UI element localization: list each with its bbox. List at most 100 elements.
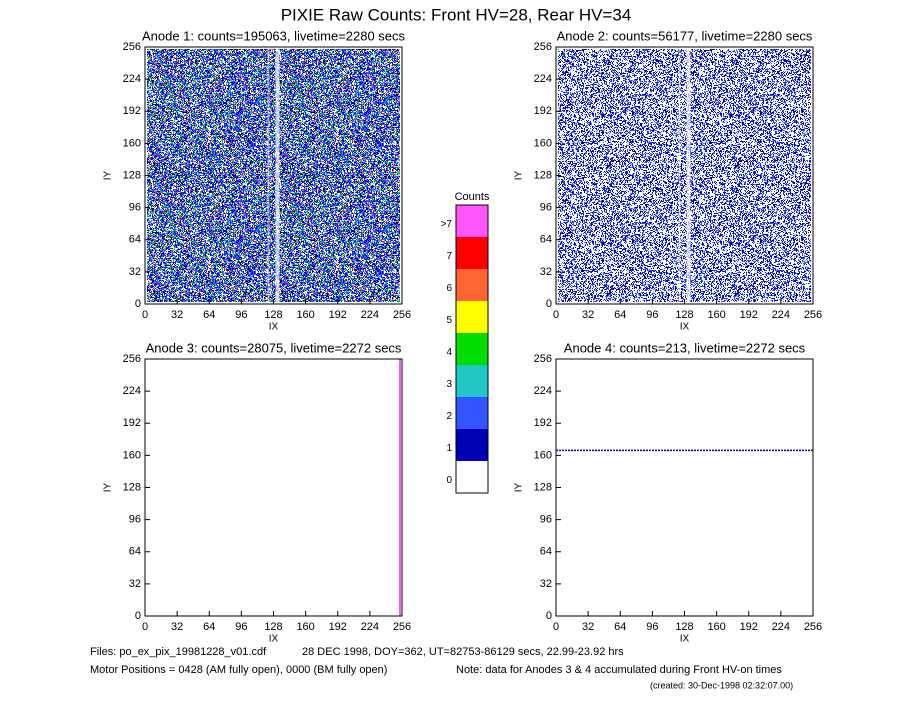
colorbar-label: 1 bbox=[446, 443, 452, 454]
y-tick-label: 128 bbox=[534, 481, 552, 493]
y-tick-label: 0 bbox=[546, 298, 552, 310]
x-tick-label: 0 bbox=[142, 621, 148, 633]
panel-title: Anode 2: counts=56177, livetime=2280 sec… bbox=[557, 28, 813, 43]
x-tick-label: 192 bbox=[329, 309, 347, 321]
y-tick-label: 32 bbox=[129, 266, 141, 278]
x-tick-label: 96 bbox=[235, 309, 247, 321]
y-axis-label: IY bbox=[103, 170, 114, 180]
x-tick-label: 256 bbox=[393, 621, 411, 633]
x-axis-label: IX bbox=[269, 634, 279, 645]
colorbar-cell bbox=[456, 429, 488, 461]
x-tick-label: 32 bbox=[582, 621, 594, 633]
y-tick-label: 224 bbox=[123, 73, 141, 85]
colorbar-cell bbox=[456, 301, 488, 333]
y-tick-label: 64 bbox=[129, 546, 141, 558]
x-axis-label: IX bbox=[269, 322, 279, 333]
stripe bbox=[686, 47, 691, 304]
x-tick-label: 64 bbox=[614, 309, 626, 321]
colorbar-cell bbox=[456, 237, 488, 269]
colorbar-label: 0 bbox=[446, 475, 452, 486]
y-tick-label: 160 bbox=[534, 137, 552, 149]
stripe bbox=[275, 47, 280, 304]
x-tick-label: 224 bbox=[361, 621, 379, 633]
x-tick-label: 224 bbox=[361, 309, 379, 321]
y-tick-label: 96 bbox=[540, 514, 552, 526]
colorbar-label: 5 bbox=[446, 315, 452, 326]
heatmap-texture bbox=[558, 49, 811, 302]
x-axis-label: IX bbox=[680, 634, 690, 645]
x-tick-label: 192 bbox=[740, 309, 758, 321]
x-tick-label: 224 bbox=[772, 309, 790, 321]
y-tick-label: 64 bbox=[540, 546, 552, 558]
plot-frame bbox=[555, 358, 814, 617]
colorbar-label: 4 bbox=[446, 347, 452, 358]
plot-frame bbox=[144, 358, 403, 617]
colorbar-frame bbox=[455, 204, 489, 494]
y-tick-label: 32 bbox=[129, 578, 141, 590]
date: 28 DEC 1998, DOY=362, UT=82753-86129 sec… bbox=[302, 646, 624, 658]
y-tick-label: 192 bbox=[534, 417, 552, 429]
y-tick-label: 160 bbox=[534, 449, 552, 461]
colorbar-label: 6 bbox=[446, 283, 452, 294]
heatmap-texture bbox=[147, 49, 400, 302]
colorbar-label: >7 bbox=[441, 219, 453, 230]
colorbar-label: 2 bbox=[446, 411, 452, 422]
colorbar-cell bbox=[456, 333, 488, 365]
colorbar-cell bbox=[456, 269, 488, 301]
y-tick-label: 32 bbox=[540, 266, 552, 278]
colorbar-cell bbox=[456, 397, 488, 429]
created: (created: 30-Dec-1998 02:32:07.00) bbox=[650, 680, 793, 690]
colorbar-title: Counts bbox=[455, 191, 490, 203]
y-tick-label: 0 bbox=[135, 298, 141, 310]
x-tick-label: 0 bbox=[142, 309, 148, 321]
x-tick-label: 96 bbox=[646, 309, 658, 321]
y-tick-label: 192 bbox=[123, 417, 141, 429]
y-tick-label: 0 bbox=[135, 610, 141, 622]
page-title: PIXIE Raw Counts: Front HV=28, Rear HV=3… bbox=[281, 5, 632, 24]
y-tick-label: 96 bbox=[129, 202, 141, 214]
y-tick-label: 224 bbox=[534, 385, 552, 397]
y-tick-label: 160 bbox=[123, 137, 141, 149]
note: Note: data for Anodes 3 & 4 accumulated … bbox=[456, 664, 782, 676]
stripe bbox=[678, 47, 681, 304]
y-tick-label: 128 bbox=[123, 169, 141, 181]
x-tick-label: 160 bbox=[296, 309, 314, 321]
panel-title: Anode 3: counts=28075, livetime=2272 sec… bbox=[146, 340, 402, 355]
y-tick-label: 192 bbox=[123, 105, 141, 117]
x-tick-label: 0 bbox=[553, 309, 559, 321]
y-axis-label: IY bbox=[514, 482, 525, 492]
x-tick-label: 64 bbox=[203, 621, 215, 633]
x-tick-label: 160 bbox=[707, 309, 725, 321]
y-axis-label: IY bbox=[103, 482, 114, 492]
x-tick-label: 256 bbox=[804, 309, 822, 321]
x-tick-label: 192 bbox=[740, 621, 758, 633]
x-tick-label: 0 bbox=[553, 621, 559, 633]
x-tick-label: 128 bbox=[264, 621, 282, 633]
y-axis-label: IY bbox=[514, 170, 525, 180]
x-tick-label: 224 bbox=[772, 621, 790, 633]
y-tick-label: 256 bbox=[534, 353, 552, 365]
y-tick-label: 64 bbox=[129, 234, 141, 246]
colorbar-cell bbox=[456, 461, 488, 493]
x-tick-label: 96 bbox=[646, 621, 658, 633]
x-tick-label: 128 bbox=[675, 309, 693, 321]
files: Files: po_ex_pix_19981228_v01.cdf bbox=[90, 646, 267, 658]
y-tick-label: 256 bbox=[534, 41, 552, 53]
x-tick-label: 128 bbox=[675, 621, 693, 633]
x-tick-label: 160 bbox=[296, 621, 314, 633]
y-tick-label: 160 bbox=[123, 449, 141, 461]
x-axis-label: IX bbox=[680, 322, 690, 333]
y-tick-label: 32 bbox=[540, 578, 552, 590]
x-tick-label: 64 bbox=[203, 309, 215, 321]
y-tick-label: 256 bbox=[123, 353, 141, 365]
x-tick-label: 256 bbox=[804, 621, 822, 633]
x-tick-label: 96 bbox=[235, 621, 247, 633]
panel-title: Anode 4: counts=213, livetime=2272 secs bbox=[564, 340, 806, 355]
x-tick-label: 256 bbox=[393, 309, 411, 321]
y-tick-label: 256 bbox=[123, 41, 141, 53]
y-tick-label: 64 bbox=[540, 234, 552, 246]
x-tick-label: 192 bbox=[329, 621, 347, 633]
colorbar-cell bbox=[456, 205, 488, 237]
y-tick-label: 224 bbox=[123, 385, 141, 397]
